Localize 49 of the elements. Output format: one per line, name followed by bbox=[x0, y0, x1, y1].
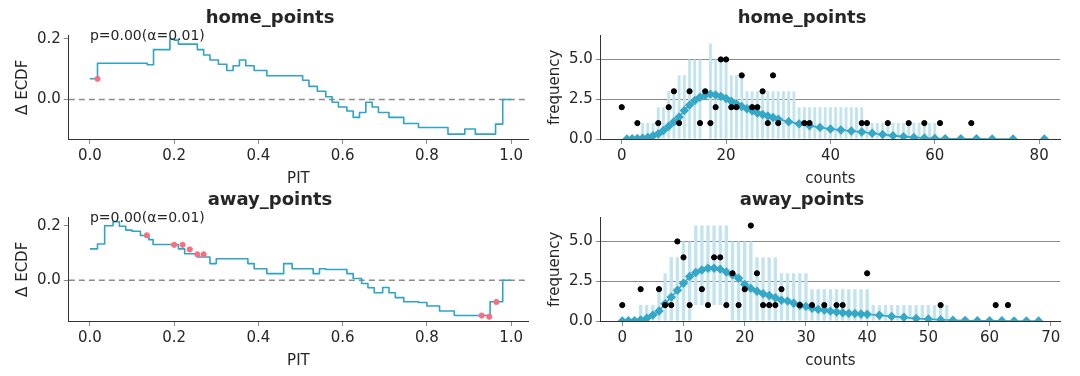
x-tick-label: 0.0 bbox=[77, 327, 102, 346]
x-axis-title: PIT bbox=[287, 350, 311, 369]
y-tick-label: 0.0 bbox=[37, 270, 61, 289]
x-tick-label: 0.8 bbox=[414, 327, 439, 346]
x-tick-label: 30 bbox=[796, 327, 816, 346]
y-axis-title: frequency bbox=[544, 49, 563, 125]
x-tick-label: 1.0 bbox=[499, 327, 524, 346]
x-tick-label: 0.4 bbox=[246, 327, 271, 346]
x-tick-label: 20 bbox=[716, 145, 736, 164]
y-tick-label: 0.2 bbox=[37, 215, 61, 234]
y-tick-label: 0.2 bbox=[37, 28, 61, 47]
y-tick-label: 2.5 bbox=[569, 89, 593, 108]
x-tick-label: 0 bbox=[616, 145, 627, 164]
chart-title: home_points bbox=[205, 6, 335, 28]
y-tick-label: 5.0 bbox=[569, 49, 593, 68]
x-tick-label: 70 bbox=[1041, 327, 1061, 346]
annotation: p=0.00(α=0.01) bbox=[89, 209, 205, 226]
x-tick-label: 0.6 bbox=[330, 145, 355, 164]
chart-title: home_points bbox=[737, 6, 867, 28]
y-tick-label: 5.0 bbox=[569, 231, 593, 250]
y-tick-label: 0.0 bbox=[569, 128, 593, 147]
y-tick-label: 0.0 bbox=[569, 310, 593, 329]
x-tick-label: 0.2 bbox=[162, 327, 187, 346]
x-axis-title: PIT bbox=[287, 168, 311, 187]
y-tick-label: 2.5 bbox=[569, 271, 593, 290]
annotation: p=0.00(α=0.01) bbox=[89, 27, 205, 44]
chart-title: away_points bbox=[207, 188, 333, 210]
x-tick-label: 0 bbox=[617, 327, 628, 346]
x-tick-label: 60 bbox=[980, 327, 1000, 346]
x-tick-label: 40 bbox=[857, 327, 877, 346]
y-axis-title: Δ ECDF bbox=[12, 59, 31, 115]
x-tick-label: 50 bbox=[918, 327, 938, 346]
chart-title: away_points bbox=[739, 188, 865, 210]
x-tick-label: 0.6 bbox=[330, 327, 355, 346]
x-tick-label: 40 bbox=[820, 145, 840, 164]
x-tick-label: 0.2 bbox=[162, 145, 187, 164]
x-axis-title: counts bbox=[805, 350, 856, 369]
x-tick-label: 0.8 bbox=[414, 145, 439, 164]
x-tick-label: 0.0 bbox=[77, 145, 102, 164]
x-axis-title: counts bbox=[805, 168, 856, 187]
x-tick-label: 80 bbox=[1029, 145, 1049, 164]
x-tick-label: 0.4 bbox=[246, 145, 271, 164]
x-tick-label: 1.0 bbox=[499, 145, 524, 164]
y-axis-title: Δ ECDF bbox=[12, 241, 31, 297]
y-tick-label: 0.0 bbox=[37, 89, 61, 108]
x-tick-label: 20 bbox=[735, 327, 755, 346]
x-tick-label: 10 bbox=[673, 327, 694, 346]
x-tick-label: 60 bbox=[925, 145, 945, 164]
y-axis-title: frequency bbox=[544, 231, 563, 307]
